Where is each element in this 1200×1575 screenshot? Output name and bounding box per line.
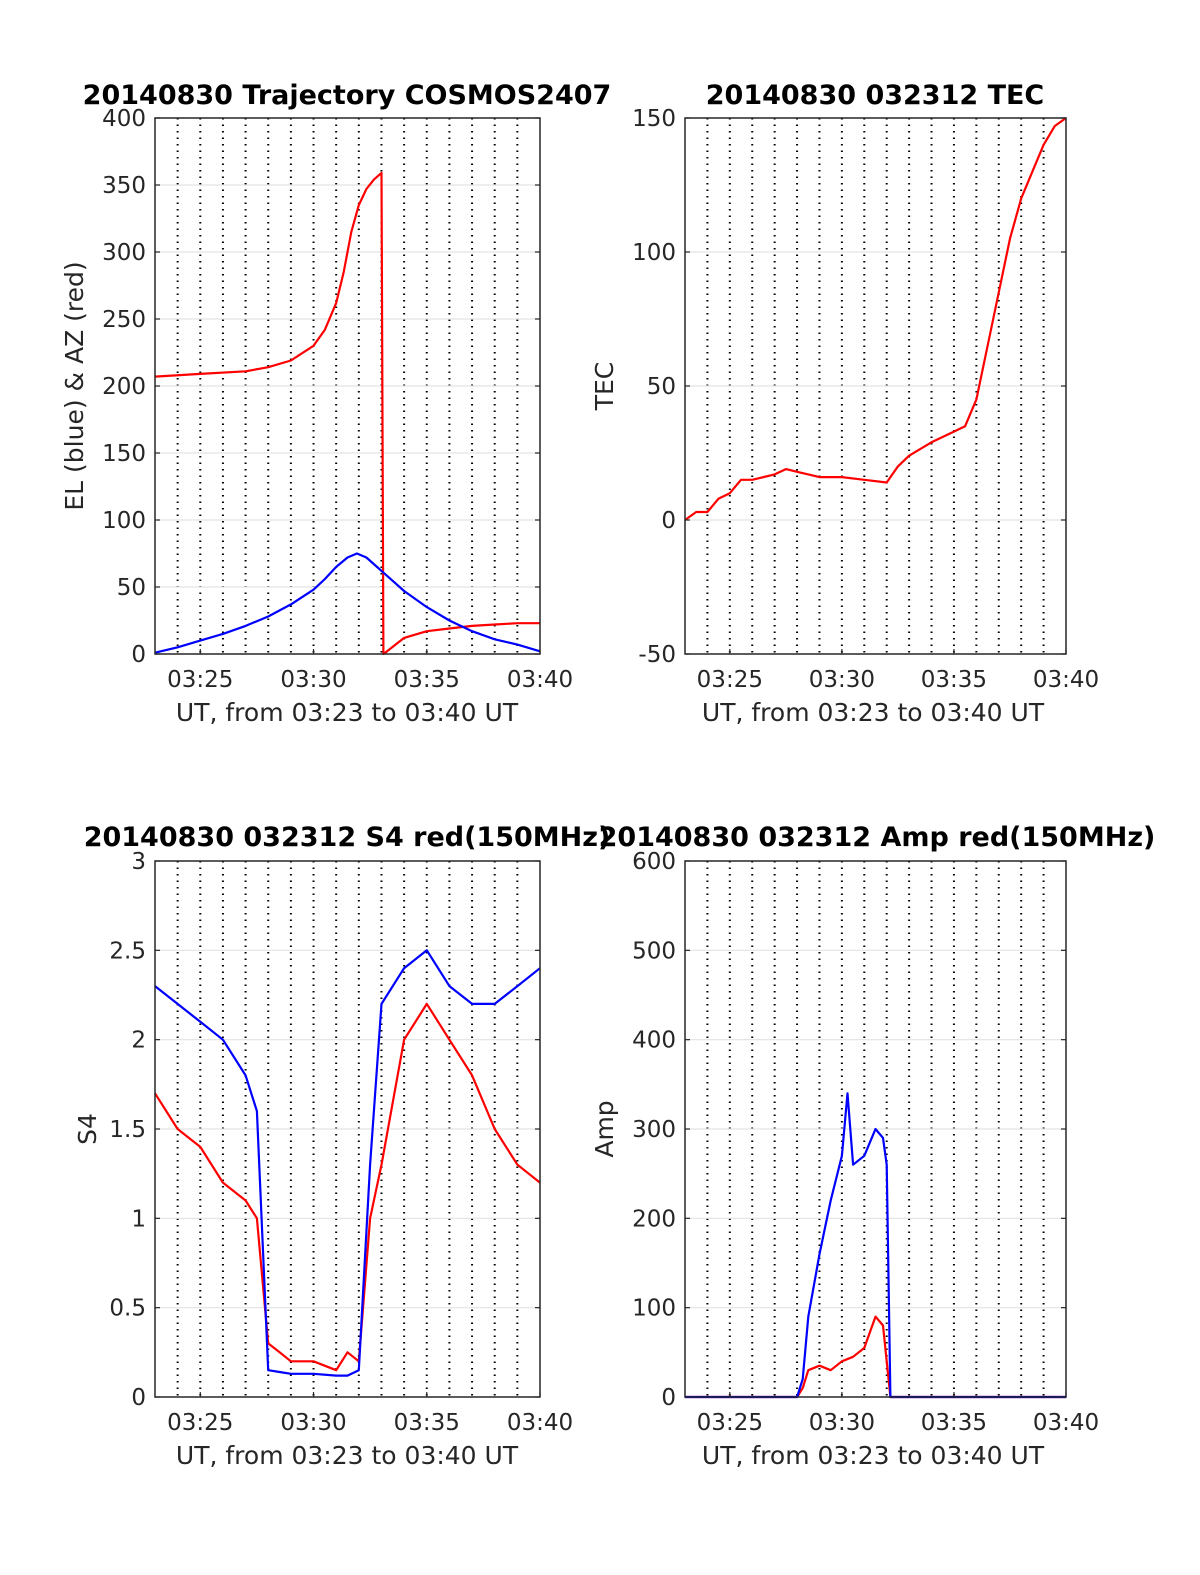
x-axis-label: UT, from 03:23 to 03:40 UT — [176, 698, 519, 727]
lines-s4 — [154, 949, 541, 1377]
y-tick-label: 400 — [102, 106, 146, 132]
y-tick-label: 0 — [661, 508, 676, 534]
lines-amp — [685, 1092, 1066, 1399]
y-tick-label: 3 — [131, 849, 146, 875]
x-axis-label: UT, from 03:23 to 03:40 UT — [176, 1441, 519, 1470]
ticks-s4: 0 0.5 1 1.5 2 2.5 3 03:25 03:30 03:35 03:40 — [109, 849, 573, 1436]
series-line — [154, 949, 541, 1377]
grid-trajectory — [155, 118, 540, 654]
x-tick-label: 03:35 — [394, 1410, 460, 1436]
panel-tec: -50 0 50 100 150 03:25 03:30 03:35 03:40 2014083… — [590, 80, 1099, 727]
panel-trajectory: 0 50 100 150 200 250 300 350 400 03:25 03:30 03:35 0… — [60, 80, 611, 727]
series-line — [684, 117, 1067, 521]
series-line — [154, 1002, 541, 1372]
y-tick-label: 0 — [661, 1385, 676, 1411]
chart-title: 20140830 032312 S4 red(150MHz) — [84, 822, 611, 853]
lines-trajectory — [154, 171, 541, 656]
chart-title: 20140830 Trajectory COSMOS2407 — [83, 80, 612, 111]
y-axis-label: Amp — [590, 1100, 619, 1157]
y-tick-label: 50 — [647, 374, 676, 400]
y-tick-label: 200 — [102, 374, 146, 400]
y-tick-label: 0 — [131, 1385, 146, 1411]
y-tick-label: 100 — [632, 1296, 676, 1322]
y-axis-label: S4 — [73, 1113, 102, 1145]
y-tick-label: 300 — [632, 1117, 676, 1143]
y-axis-label: EL (blue) & AZ (red) — [60, 261, 89, 510]
x-tick-label: 03:25 — [697, 1410, 763, 1436]
y-tick-label: 50 — [117, 575, 146, 601]
ticks-amp: 0 100 200 300 400 500 600 03:25 03:30 03:35 03:40 — [632, 849, 1099, 1436]
x-tick-label: 03:25 — [167, 1410, 233, 1436]
axes-box-trajectory — [154, 117, 541, 655]
y-tick-label: 600 — [632, 849, 676, 875]
lines-tec — [684, 117, 1067, 521]
y-tick-label: 1.5 — [109, 1117, 146, 1143]
y-tick-label: 500 — [632, 938, 676, 964]
chart-title: 20140830 032312 Amp red(150MHz) — [599, 822, 1156, 853]
ticks-trajectory: 0 50 100 150 200 250 300 350 400 03:25 03:30 03:35 0… — [102, 106, 573, 693]
panel-s4: 0 0.5 1 1.5 2 2.5 3 03:25 03:30 03:35 03:40 201408… — [73, 822, 610, 1470]
chart-title: 20140830 032312 TEC — [706, 80, 1045, 111]
y-tick-label: 150 — [102, 441, 146, 467]
x-tick-label: 03:40 — [1033, 1410, 1099, 1436]
x-tick-label: 03:25 — [167, 667, 233, 693]
x-tick-label: 03:30 — [280, 667, 346, 693]
x-tick-label: 03:35 — [394, 667, 460, 693]
x-axis-label: UT, from 03:23 to 03:40 UT — [702, 698, 1045, 727]
y-tick-label: 100 — [102, 508, 146, 534]
y-tick-label: 0 — [131, 642, 146, 668]
x-tick-label: 03:30 — [280, 1410, 346, 1436]
axes-box-s4 — [154, 860, 541, 1398]
grid-amp — [685, 861, 1066, 1397]
y-tick-label: 250 — [102, 307, 146, 333]
axes-box-tec — [684, 117, 1067, 655]
y-tick-label: 2.5 — [109, 938, 146, 964]
x-tick-label: 03:40 — [507, 1410, 573, 1436]
x-tick-label: 03:40 — [1033, 667, 1099, 693]
grid-tec — [685, 118, 1066, 654]
series-line — [154, 171, 540, 656]
y-tick-label: -50 — [638, 642, 676, 668]
y-tick-label: 150 — [632, 106, 676, 132]
y-tick-label: 200 — [632, 1206, 676, 1232]
y-tick-label: 2 — [131, 1028, 146, 1054]
x-tick-label: 03:30 — [809, 667, 875, 693]
y-tick-label: 0.5 — [109, 1296, 146, 1322]
x-tick-label: 03:35 — [921, 1410, 987, 1436]
y-tick-label: 1 — [131, 1206, 146, 1232]
y-tick-label: 300 — [102, 240, 146, 266]
x-tick-label: 03:40 — [507, 667, 573, 693]
ticks-tec: -50 0 50 100 150 03:25 03:30 03:35 03:40 — [632, 106, 1099, 693]
grid-s4 — [155, 861, 540, 1397]
series-line — [685, 1092, 1066, 1399]
x-tick-label: 03:35 — [921, 667, 987, 693]
x-axis-label: UT, from 03:23 to 03:40 UT — [702, 1441, 1045, 1470]
axes-box-amp — [684, 860, 1067, 1398]
y-tick-label: 350 — [102, 173, 146, 199]
x-tick-label: 03:30 — [809, 1410, 875, 1436]
y-tick-label: 100 — [632, 240, 676, 266]
y-tick-label: 400 — [632, 1028, 676, 1054]
y-axis-label: TEC — [590, 362, 619, 412]
x-tick-label: 03:25 — [697, 667, 763, 693]
series-line — [154, 552, 541, 654]
